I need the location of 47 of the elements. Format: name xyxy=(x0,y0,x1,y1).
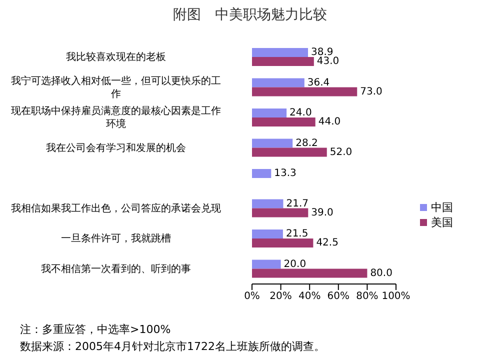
y-tick-label: 一旦条件许可，我就跳槽 xyxy=(61,232,171,244)
x-tick-label: 60% xyxy=(327,291,350,302)
legend-label: 美国 xyxy=(431,216,453,229)
data-label: 36.4 xyxy=(307,77,330,88)
bar xyxy=(252,48,308,58)
bar xyxy=(252,118,316,127)
bar xyxy=(252,138,293,148)
y-tick-label: 我比较喜欢现在的老板 xyxy=(66,50,166,63)
bar xyxy=(252,230,283,239)
y-tick-label: 我宁可选择收入相对低一些，但可以更快乐的工作 xyxy=(11,74,221,100)
legend-label: 中国 xyxy=(431,201,453,214)
text: 注：多重应答，中选率>100% xyxy=(20,322,171,337)
bar xyxy=(252,87,358,96)
data-label: 24.0 xyxy=(290,108,312,119)
bar xyxy=(252,169,272,178)
bar xyxy=(252,268,368,278)
data-label: 44.0 xyxy=(318,116,341,128)
x-tick-label: 40% xyxy=(298,291,321,302)
y-tick-label: 现在职场中保持雇员满意度的最核心因素是工作环境 xyxy=(11,104,221,130)
x-tick-label: 100% xyxy=(382,291,410,302)
data-label: 52.0 xyxy=(330,146,352,158)
y-tick-label: 我不相信第一次看到的、听到的事 xyxy=(41,262,191,274)
y-tick-label: 我在公司会有学习和发展的机会 xyxy=(46,141,186,154)
bar xyxy=(252,148,327,157)
bar xyxy=(252,199,284,208)
data-label: 43.0 xyxy=(316,56,340,68)
bar xyxy=(252,57,314,66)
data-label: 42.5 xyxy=(316,238,338,249)
bar xyxy=(252,108,287,118)
x-tick-label: 80% xyxy=(356,291,378,302)
data-label: 21.5 xyxy=(286,228,308,240)
bar xyxy=(252,208,308,218)
data-label: 13.3 xyxy=(274,168,296,180)
bar xyxy=(252,238,314,248)
data-label: 28.2 xyxy=(296,138,318,149)
data-label: 21.7 xyxy=(286,198,309,210)
data-label: 20.0 xyxy=(284,258,306,270)
x-tick-label: 0% xyxy=(244,291,260,302)
data-label: 80.0 xyxy=(370,268,392,279)
bar xyxy=(252,78,304,88)
x-tick-label: 20% xyxy=(270,291,292,302)
y-tick-label: 我相信如果我工作出色，公司答应的承诺会兑现 xyxy=(11,202,221,214)
chart-title: 附图 中美职场魅力比较 xyxy=(172,6,328,24)
source-note: 数据来源：2005年4月针对北京市1722名上班族所做的调查。 xyxy=(20,339,325,354)
data-label: 73.0 xyxy=(360,86,382,98)
bar xyxy=(252,260,281,269)
data-label: 39.0 xyxy=(311,207,334,218)
